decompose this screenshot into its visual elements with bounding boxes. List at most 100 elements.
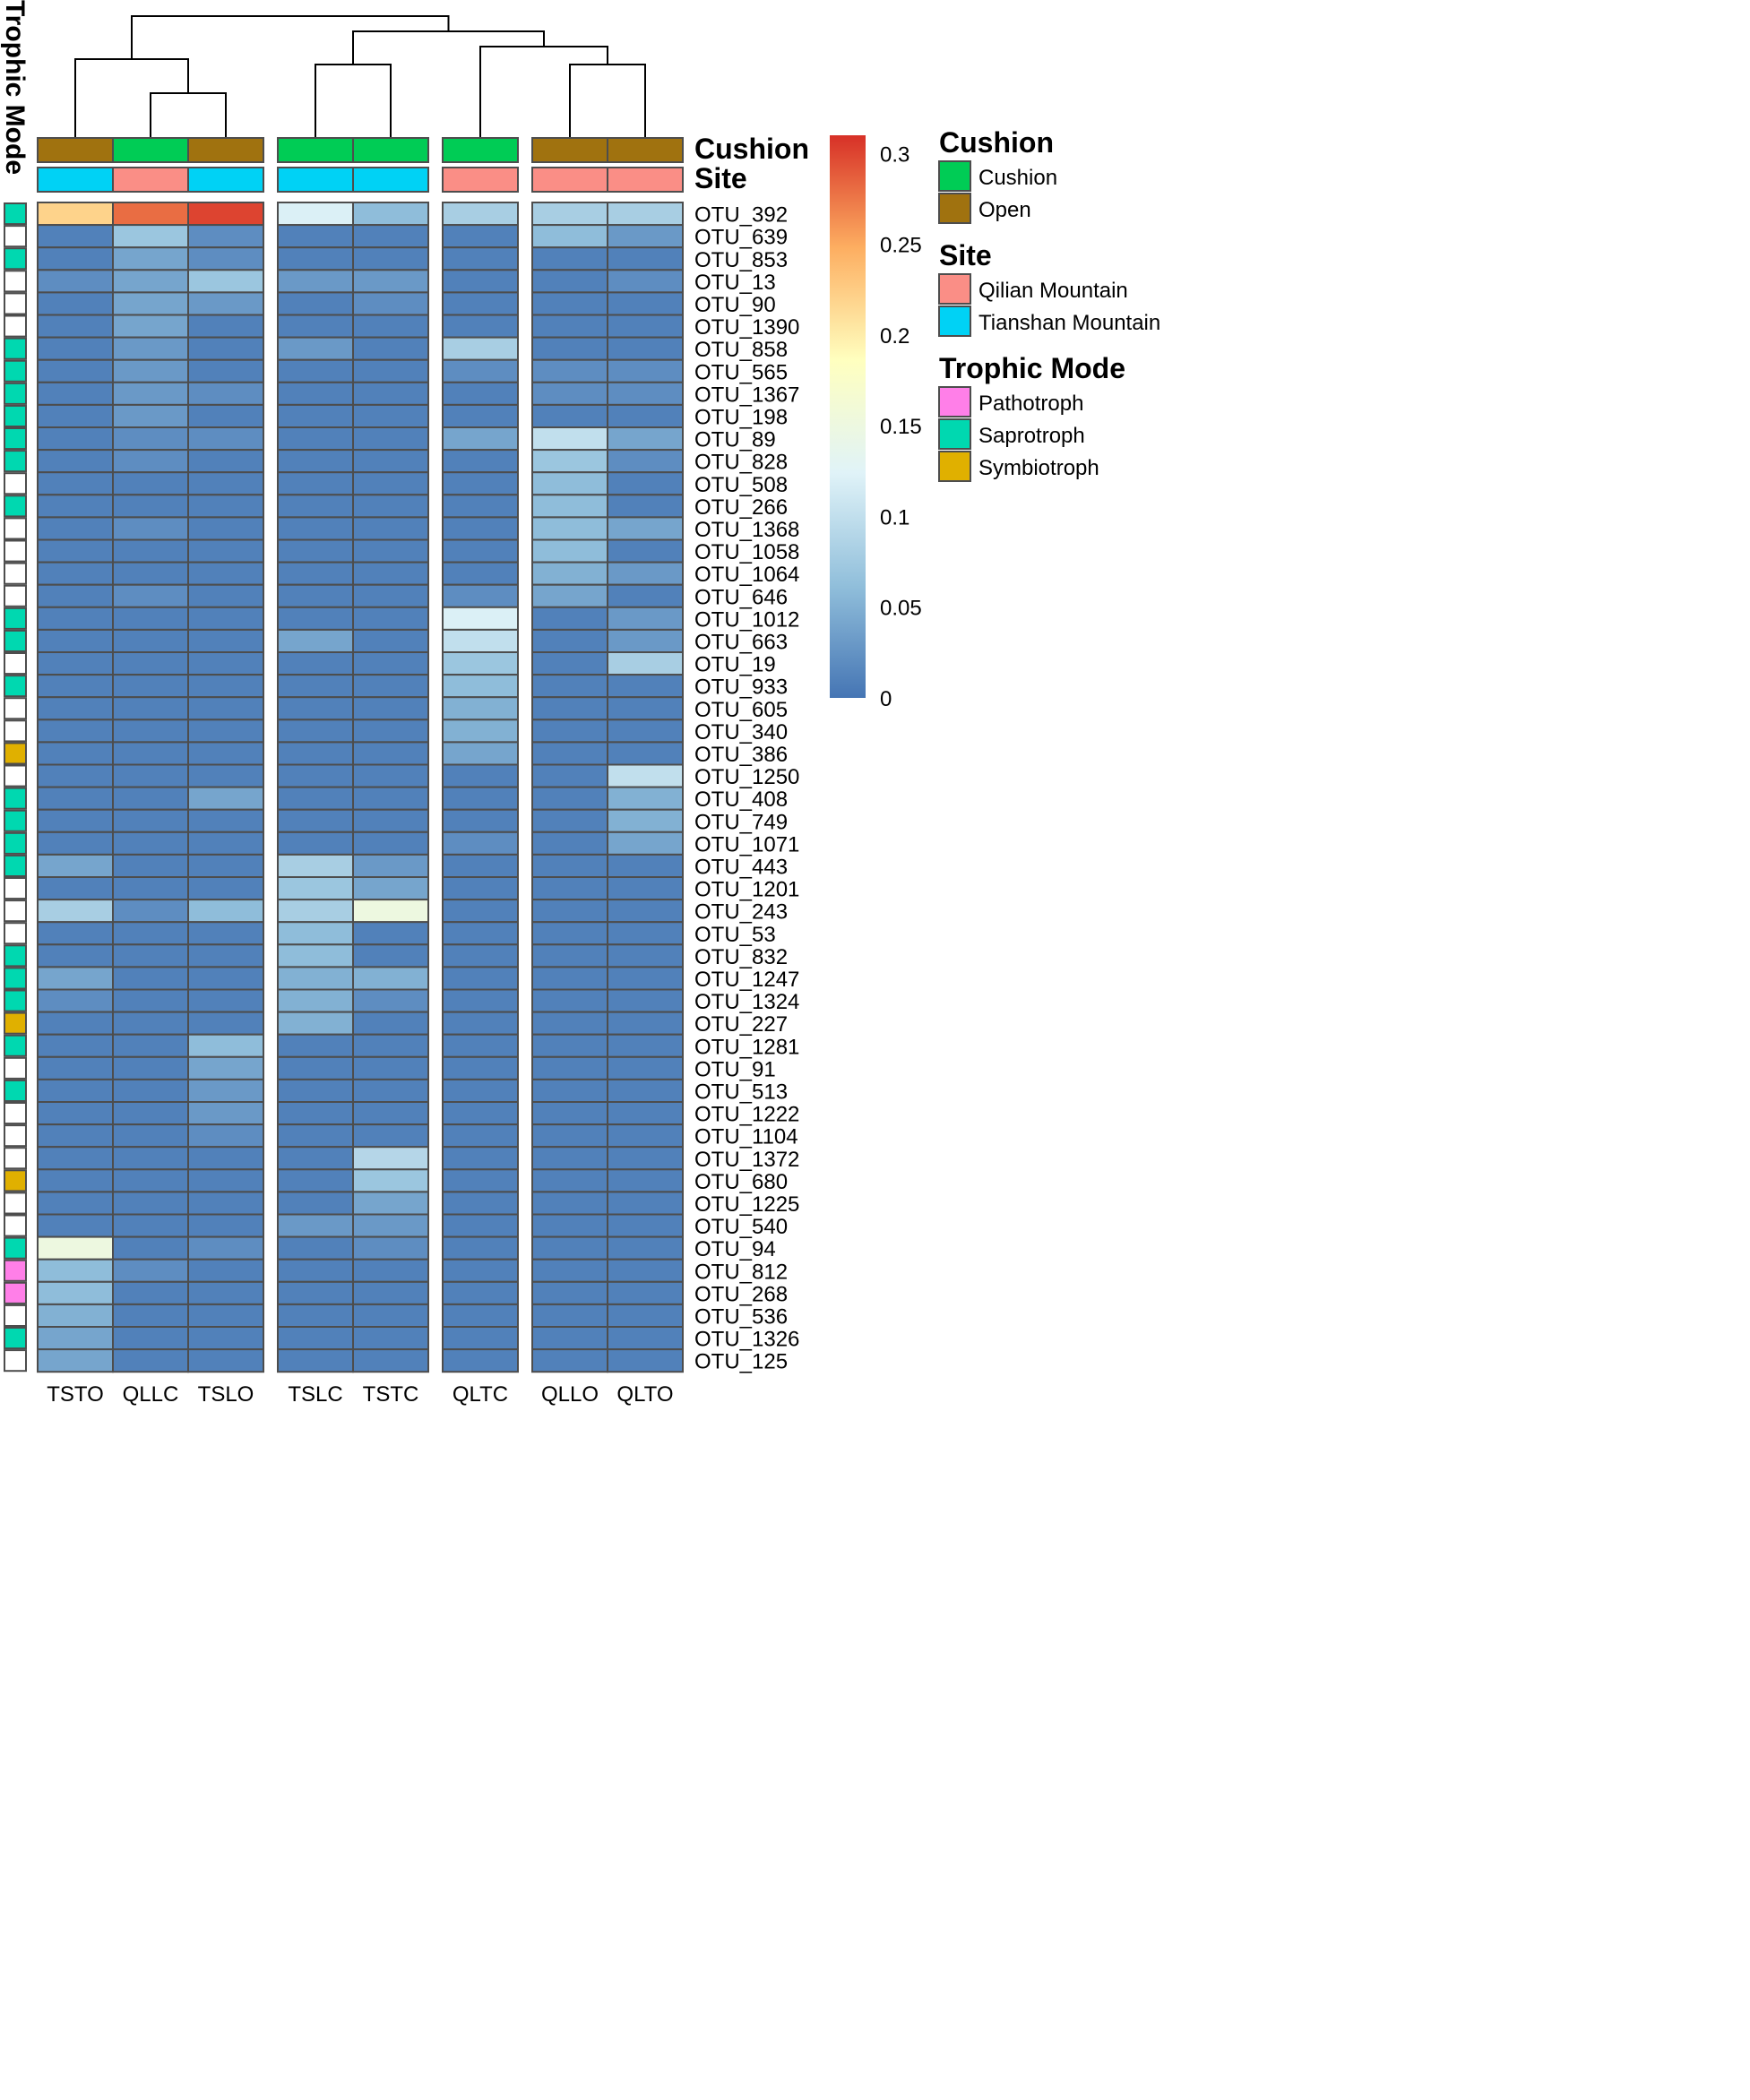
heatmap-cell-OTU_1250-QLTO bbox=[607, 763, 684, 788]
heatmap-cell-OTU_605-TSLO bbox=[187, 696, 264, 721]
heatmap-cell-OTU_1225-TSTO bbox=[37, 1191, 114, 1216]
heatmap-cell-OTU_1071-QLTC bbox=[442, 831, 519, 856]
heatmap-cell-OTU_1390-TSLC bbox=[277, 314, 354, 339]
heatmap-cell-OTU_243-TSTC bbox=[352, 899, 429, 924]
heatmap-cell-OTU_1012-QLLC bbox=[112, 606, 189, 631]
heatmap-cell-OTU_392-TSTO bbox=[37, 202, 114, 227]
heatmap-cell-OTU_828-QLTC bbox=[442, 449, 519, 474]
heatmap-cell-OTU_13-TSLC bbox=[277, 269, 354, 294]
heatmap-cell-OTU_268-TSLO bbox=[187, 1280, 264, 1305]
heatmap-cell-OTU_1281-TSTO bbox=[37, 1033, 114, 1058]
heatmap-cell-OTU_94-QLTO bbox=[607, 1235, 684, 1261]
legend-label-cushion: Cushion bbox=[978, 166, 1057, 190]
heatmap-cell-OTU_663-TSTO bbox=[37, 628, 114, 654]
annotation-site-cell bbox=[531, 167, 608, 193]
legend-swatch-pathotroph bbox=[938, 386, 971, 417]
heatmap-cell-OTU_392-TSLC bbox=[277, 202, 354, 227]
heatmap-cell-OTU_663-TSLC bbox=[277, 628, 354, 654]
trophic-mode-cell bbox=[4, 607, 27, 630]
heatmap-cell-OTU_1324-TSLC bbox=[277, 988, 354, 1013]
heatmap-cell-OTU_1225-QLLO bbox=[531, 1191, 608, 1216]
heatmap-cell-OTU_340-TSLO bbox=[187, 719, 264, 744]
heatmap-cell-OTU_53-TSLO bbox=[187, 921, 264, 946]
heatmap-cell-OTU_243-TSTO bbox=[37, 899, 114, 924]
heatmap-cell-OTU_243-TSLO bbox=[187, 899, 264, 924]
heatmap-cell-OTU_832-QLLC bbox=[112, 943, 189, 968]
row-label: OTU_268 bbox=[694, 1282, 788, 1306]
heatmap-cell-OTU_540-QLTO bbox=[607, 1213, 684, 1238]
heatmap-cell-OTU_828-TSTO bbox=[37, 449, 114, 474]
heatmap-cell-OTU_1250-QLLO bbox=[531, 763, 608, 788]
trophic-mode-cell bbox=[4, 652, 27, 676]
heatmap-cell-OTU_853-TSLC bbox=[277, 246, 354, 271]
row-label: OTU_680 bbox=[694, 1170, 788, 1194]
legend-swatch-cushion bbox=[938, 160, 971, 192]
heatmap-cell-OTU_639-TSTO bbox=[37, 224, 114, 249]
annotation-site-cell bbox=[187, 167, 264, 193]
heatmap-cell-OTU_1071-TSTO bbox=[37, 831, 114, 856]
annotation-site-cell bbox=[352, 167, 429, 193]
heatmap-cell-OTU_749-TSTO bbox=[37, 808, 114, 833]
annotation-site-cell bbox=[112, 167, 189, 193]
heatmap-cell-OTU_646-TSTO bbox=[37, 583, 114, 608]
heatmap-cell-OTU_565-QLLC bbox=[112, 358, 189, 383]
heatmap-cell-OTU_1324-TSTC bbox=[352, 988, 429, 1013]
heatmap-cell-OTU_1071-TSLO bbox=[187, 831, 264, 856]
heatmap-cell-OTU_1281-QLLC bbox=[112, 1033, 189, 1058]
column-label: QLTO bbox=[616, 1382, 673, 1407]
heatmap-cell-OTU_1201-QLTO bbox=[607, 876, 684, 901]
row-label: OTU_1390 bbox=[694, 315, 799, 340]
heatmap-cell-OTU_1012-QLLO bbox=[531, 606, 608, 631]
heatmap-cell-OTU_1372-QLTC bbox=[442, 1146, 519, 1171]
heatmap-cell-OTU_1201-QLLO bbox=[531, 876, 608, 901]
heatmap-cell-OTU_565-QLTO bbox=[607, 358, 684, 383]
heatmap-cell-OTU_680-QLTC bbox=[442, 1168, 519, 1193]
heatmap-cells bbox=[37, 202, 684, 1373]
trophic-mode-cell bbox=[4, 877, 27, 900]
heatmap-cell-OTU_1368-QLTO bbox=[607, 516, 684, 541]
trophic-mode-cell bbox=[4, 1056, 27, 1080]
heatmap-cell-OTU_605-TSTO bbox=[37, 696, 114, 721]
row-label: OTU_749 bbox=[694, 810, 788, 834]
heatmap-cell-OTU_13-TSLO bbox=[187, 269, 264, 294]
heatmap-cell-OTU_243-QLTO bbox=[607, 899, 684, 924]
row-label: OTU_1225 bbox=[694, 1192, 799, 1217]
heatmap-cell-OTU_266-QLLC bbox=[112, 494, 189, 519]
heatmap-cell-OTU_639-TSLC bbox=[277, 224, 354, 249]
heatmap-cell-OTU_513-QLTO bbox=[607, 1078, 684, 1104]
trophic-mode-cell bbox=[4, 944, 27, 968]
trophic-mode-cell bbox=[4, 1034, 27, 1057]
heatmap-cell-OTU_1058-TSTO bbox=[37, 538, 114, 564]
heatmap-cell-OTU_386-QLLC bbox=[112, 741, 189, 766]
heatmap-cell-OTU_680-TSLC bbox=[277, 1168, 354, 1193]
dendrogram-link bbox=[569, 64, 646, 137]
heatmap-cell-OTU_858-QLTO bbox=[607, 336, 684, 361]
heatmap-cell-OTU_812-TSLC bbox=[277, 1258, 354, 1283]
heatmap-cell-OTU_125-QLLO bbox=[531, 1348, 608, 1373]
heatmap-cell-OTU_605-TSLC bbox=[277, 696, 354, 721]
heatmap-cell-OTU_749-QLTO bbox=[607, 808, 684, 833]
heatmap-cell-OTU_1281-QLLO bbox=[531, 1033, 608, 1058]
color-scale-tick-label: 0.3 bbox=[880, 142, 909, 167]
dendrogram-link bbox=[352, 30, 545, 65]
heatmap-cell-OTU_90-TSTC bbox=[352, 291, 429, 316]
heatmap-cell-OTU_198-TSTC bbox=[352, 403, 429, 428]
heatmap-cell-OTU_1250-TSTC bbox=[352, 763, 429, 788]
heatmap-cell-OTU_1104-TSLO bbox=[187, 1123, 264, 1149]
trophic-mode-cell bbox=[4, 337, 27, 360]
heatmap-cell-OTU_1390-TSTC bbox=[352, 314, 429, 339]
heatmap-cell-OTU_1104-QLLC bbox=[112, 1123, 189, 1149]
heatmap-cell-OTU_19-QLTO bbox=[607, 651, 684, 676]
row-label: OTU_1281 bbox=[694, 1035, 799, 1059]
row-label: OTU_90 bbox=[694, 293, 776, 317]
heatmap-cell-OTU_1368-TSLO bbox=[187, 516, 264, 541]
row-label: OTU_646 bbox=[694, 585, 788, 609]
heatmap-cell-OTU_89-TSTO bbox=[37, 426, 114, 452]
trophic-mode-cell bbox=[4, 404, 27, 427]
heatmap-cell-OTU_19-QLLO bbox=[531, 651, 608, 676]
heatmap-cell-OTU_540-TSTO bbox=[37, 1213, 114, 1238]
annotation-site-cell bbox=[37, 167, 114, 193]
heatmap-cell-OTU_386-QLTO bbox=[607, 741, 684, 766]
heatmap-cell-OTU_89-TSTC bbox=[352, 426, 429, 452]
heatmap-cell-OTU_1372-TSTC bbox=[352, 1146, 429, 1171]
